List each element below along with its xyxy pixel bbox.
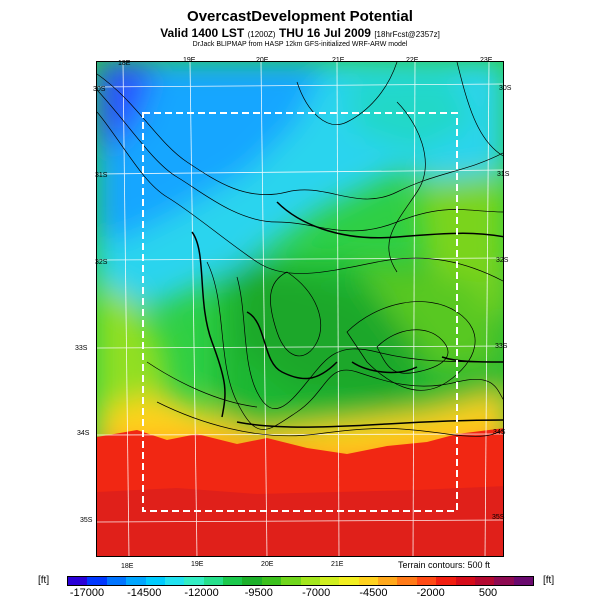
color-scale-swatch — [319, 577, 340, 585]
lon-top-label: 18E — [118, 60, 131, 67]
color-scale-swatch — [474, 577, 495, 585]
lat-right-label: 33S — [495, 343, 508, 350]
lon-top-label: 20E — [256, 57, 269, 64]
color-scale-tick-label: -7000 — [302, 587, 331, 599]
valid-date: THU 16 Jul 2009 — [278, 26, 371, 40]
valid-prefix: Valid 1400 LST — [160, 26, 245, 40]
lon-top-label: 23E — [480, 57, 493, 64]
color-scale-swatch — [261, 577, 282, 585]
color-scale-swatch — [87, 577, 107, 585]
color-scale-swatch — [300, 577, 320, 585]
forecast-info: [18hrFcst@2357z] — [374, 30, 440, 39]
color-scale-swatch — [106, 577, 127, 585]
color-scale-swatch — [203, 577, 223, 585]
lon-top-label: 21E — [332, 57, 345, 64]
color-scale-swatch — [339, 577, 359, 585]
lat-left-label: 34S — [77, 430, 90, 437]
color-scale-tick-label: -14500 — [127, 587, 162, 599]
lat-right-label: 35S — [492, 514, 505, 521]
color-scale-swatch — [416, 577, 437, 585]
terrain-contours-note: Terrain contours: 500 ft — [398, 560, 491, 570]
color-scale-swatch — [455, 577, 475, 585]
color-scale-swatch — [397, 577, 417, 585]
legend-unit-right: [ft] — [543, 575, 555, 586]
color-scale-swatch — [126, 577, 146, 585]
forecast-map — [96, 61, 504, 557]
lon-top-label: 19E — [183, 57, 196, 64]
color-scale-swatch — [68, 577, 88, 585]
color-scale-tick-label: -4500 — [359, 587, 388, 599]
model-credit: DrJack BLIPMAP from HASP 12km GFS-initia… — [192, 41, 408, 48]
color-scale-swatch — [164, 577, 185, 585]
lat-left-label: 30S — [93, 86, 106, 93]
lon-top-label: 22E — [406, 57, 419, 64]
lat-left-label: 32S — [95, 259, 108, 266]
color-scale-swatch — [281, 577, 301, 585]
color-scale-tick-label: 500 — [478, 587, 498, 599]
chart-title: OvercastDevelopment Potential — [187, 8, 413, 25]
color-scale-swatch — [358, 577, 378, 585]
color-scale-tick-label: -2000 — [416, 587, 445, 599]
lon-bottom-label: 19E — [191, 561, 204, 568]
lat-right-label: 31S — [497, 171, 510, 178]
color-scale-swatch — [494, 577, 514, 585]
color-scale-tick-label: -12000 — [184, 587, 219, 599]
color-scale-swatch — [145, 577, 165, 585]
valid-utc: (1200Z) — [247, 30, 276, 39]
color-scale-swatch — [242, 577, 262, 585]
lat-left-label: 33S — [75, 345, 88, 352]
color-scale-swatch — [378, 577, 398, 585]
lat-right-label: 30S — [499, 85, 512, 92]
lon-bottom-label: 21E — [331, 561, 344, 568]
lon-bottom-label: 18E — [121, 563, 134, 570]
lat-left-label: 35S — [80, 517, 93, 524]
color-scale-ticks: -17000 -14500 -12000 -9500 -7000 -4500 -2000 50… — [0, 587, 600, 599]
legend-unit-left: [ft] — [38, 575, 50, 586]
color-scale-bar — [67, 576, 534, 586]
lat-right-label: 32S — [496, 257, 509, 264]
color-scale-swatch — [513, 577, 533, 585]
lat-left-label: 31S — [95, 172, 108, 179]
color-scale-swatch — [223, 577, 243, 585]
color-scale-tick-label: -9500 — [244, 587, 273, 599]
color-scale-swatch — [436, 577, 456, 585]
color-scale-tick-label: -17000 — [69, 587, 105, 599]
lon-bottom-label: 20E — [261, 561, 274, 568]
color-scale-swatch — [184, 577, 204, 585]
lat-right-label: 34S — [493, 429, 506, 436]
valid-time-line: Valid 1400 LST (1200Z) THU 16 Jul 2009 [… — [0, 26, 600, 40]
